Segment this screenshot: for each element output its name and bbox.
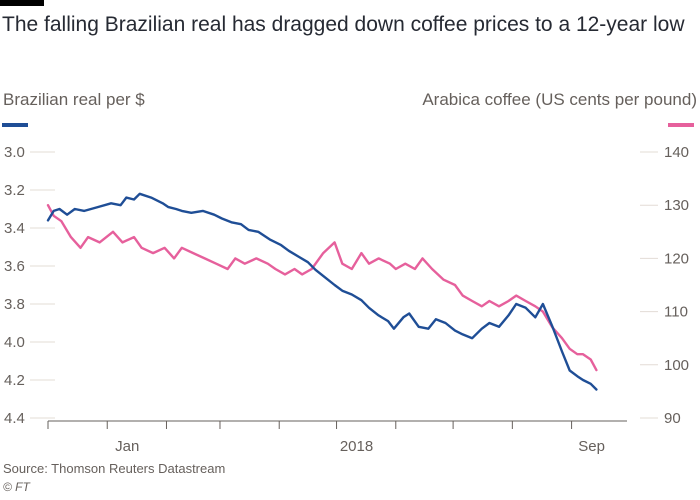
left-tick-label: 4.2 [4, 372, 25, 389]
arabica-coffee-line [46, 203, 598, 372]
ft-credit: © FT [3, 480, 30, 494]
left-tick-label: 3.2 [4, 182, 25, 199]
x-tick-label: Jan [115, 438, 139, 455]
left-axis-label: Brazilian real per $ [3, 90, 145, 109]
right-axis-label: Arabica coffee (US cents per pound) [422, 90, 697, 109]
left-tick-label: 4.0 [4, 334, 25, 351]
left-axis-ticks: 3.0 3.2 3.4 3.6 3.8 4.0 4.2 4.4 [4, 144, 25, 427]
right-tick-label: 100 [664, 357, 689, 374]
left-tick-label: 3.6 [4, 258, 25, 275]
x-axis: Jan 2018 Sep [47, 420, 627, 455]
chart-title: The falling Brazilian real has dragged d… [2, 13, 685, 36]
source-note: Source: Thomson Reuters Datastream [3, 461, 226, 476]
right-tick-label: 90 [664, 410, 681, 427]
left-tick-label: 3.0 [4, 144, 25, 161]
brazilian-real-line [46, 192, 598, 391]
right-tick-label: 110 [664, 304, 688, 321]
right-axis-ticks: 90 100 110 120 130 140 [664, 144, 689, 427]
left-tick-label: 3.8 [4, 296, 25, 313]
right-tick-label: 130 [664, 197, 689, 214]
x-tick-label: 2018 [340, 438, 373, 455]
coffee-legend-swatch [668, 123, 694, 127]
right-tick-label: 120 [664, 250, 689, 267]
left-tick-label: 3.4 [4, 220, 25, 237]
right-tick-label: 140 [664, 144, 689, 161]
ft-brand-bar [0, 0, 44, 6]
series-lines [46, 192, 598, 391]
x-tick-label: Sep [578, 438, 605, 455]
left-tick-label: 4.4 [4, 410, 25, 427]
real-legend-swatch [2, 123, 28, 127]
gridlines [30, 151, 658, 419]
